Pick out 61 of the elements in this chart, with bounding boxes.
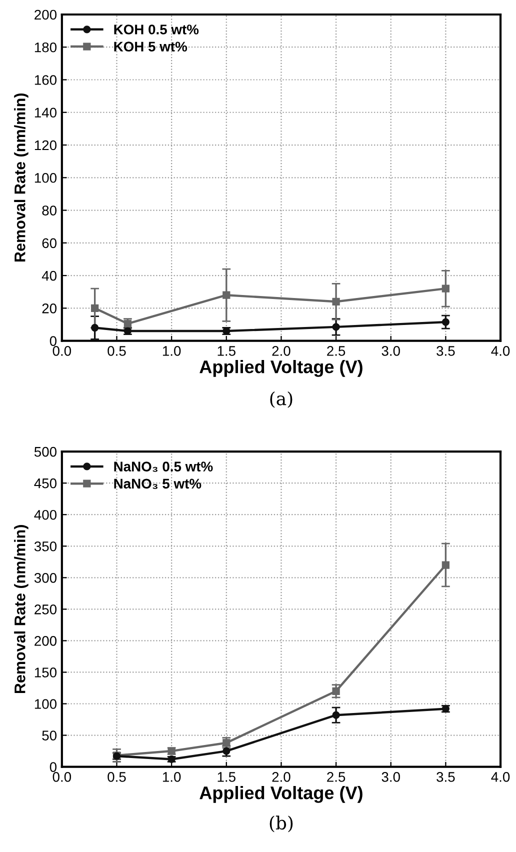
y-axis-title: Removal Rate (nm/min) <box>14 525 28 694</box>
point <box>332 711 340 719</box>
x-tick-label: 2.0 <box>272 346 290 356</box>
x-tick-label: 0.5 <box>108 772 126 782</box>
y-tick-label: 0 <box>50 762 57 772</box>
y-tick-label: 140 <box>34 108 57 118</box>
y-tick-label: 100 <box>34 172 57 183</box>
y-tick-label: 400 <box>34 510 57 520</box>
x-tick-label: 4.0 <box>491 346 510 356</box>
legend-label: KOH 5 wt% <box>114 42 188 52</box>
x-tick-label: 3.0 <box>382 346 400 356</box>
x-tick-label: 0.0 <box>52 772 72 782</box>
legend-label: NaNO₃ 5 wt% <box>114 478 202 489</box>
x-tick-label: 4.0 <box>491 772 510 782</box>
y-tick-label: 150 <box>34 668 57 678</box>
x-tick-label: 2.5 <box>327 772 346 782</box>
y-axis-title: Removal Rate (nm/min) <box>14 94 28 262</box>
x-tick-label: 2.5 <box>327 346 346 356</box>
y-tick-label: 80 <box>42 206 57 216</box>
point <box>222 291 230 299</box>
y-tick-label: 350 <box>34 541 57 552</box>
text: (b) <box>270 816 293 832</box>
point <box>442 561 450 569</box>
point <box>332 687 340 695</box>
x-axis-title: Applied Voltage (V) <box>200 786 362 803</box>
x-tick-label: 1.0 <box>162 772 181 782</box>
y-tick-label: 40 <box>42 270 57 281</box>
y-tick-label: 0 <box>50 336 57 346</box>
point <box>332 298 340 306</box>
y-tick-label: 300 <box>34 572 57 583</box>
y-tick-label: 50 <box>42 730 57 740</box>
x-axis-title: Applied Voltage (V) <box>200 360 362 377</box>
text: (a) <box>270 391 292 408</box>
point <box>332 323 340 331</box>
point <box>442 284 450 292</box>
y-tick-label: 20 <box>42 304 57 314</box>
y-tick-label: 200 <box>34 10 57 20</box>
legend-label: KOH 0.5 wt% <box>114 24 199 34</box>
y-tick-label: 250 <box>34 604 57 614</box>
y-tick-label: 160 <box>34 75 57 85</box>
x-tick-label: 1.0 <box>162 346 181 356</box>
x-tick-label: 0.5 <box>108 346 126 356</box>
y-tick-label: 60 <box>42 238 57 248</box>
x-tick-label: 1.5 <box>218 772 236 782</box>
y-tick-label: 100 <box>34 699 57 709</box>
legend-label: NaNO₃ 0.5 wt% <box>114 462 213 472</box>
x-tick-label: 2.0 <box>272 772 290 782</box>
x-tick-label: 3.5 <box>436 772 455 782</box>
x-tick-label: 3.5 <box>436 346 455 356</box>
y-tick-label: 200 <box>34 636 57 646</box>
x-tick-label: 0.0 <box>52 346 72 356</box>
point <box>90 324 99 332</box>
x-tick-label: 3.0 <box>382 772 400 782</box>
y-tick-label: 500 <box>34 446 57 457</box>
y-tick-label: 180 <box>34 42 57 52</box>
point <box>222 739 230 747</box>
y-tick-label: 450 <box>34 478 57 488</box>
y-tick-label: 120 <box>34 140 57 150</box>
point <box>442 318 450 326</box>
point <box>90 304 99 312</box>
x-tick-label: 1.5 <box>218 346 236 356</box>
